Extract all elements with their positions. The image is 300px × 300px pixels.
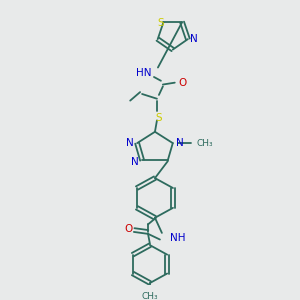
Text: O: O: [178, 78, 187, 88]
Text: N: N: [176, 138, 184, 148]
Text: S: S: [156, 112, 162, 123]
Text: CH₃: CH₃: [196, 139, 213, 148]
Text: S: S: [157, 18, 164, 28]
Text: N: N: [131, 157, 139, 167]
Text: HN: HN: [136, 68, 152, 78]
Text: NH: NH: [170, 232, 185, 243]
Text: N: N: [190, 34, 198, 44]
Text: N: N: [126, 138, 134, 148]
Text: CH₃: CH₃: [142, 292, 158, 300]
Text: O: O: [124, 224, 132, 234]
